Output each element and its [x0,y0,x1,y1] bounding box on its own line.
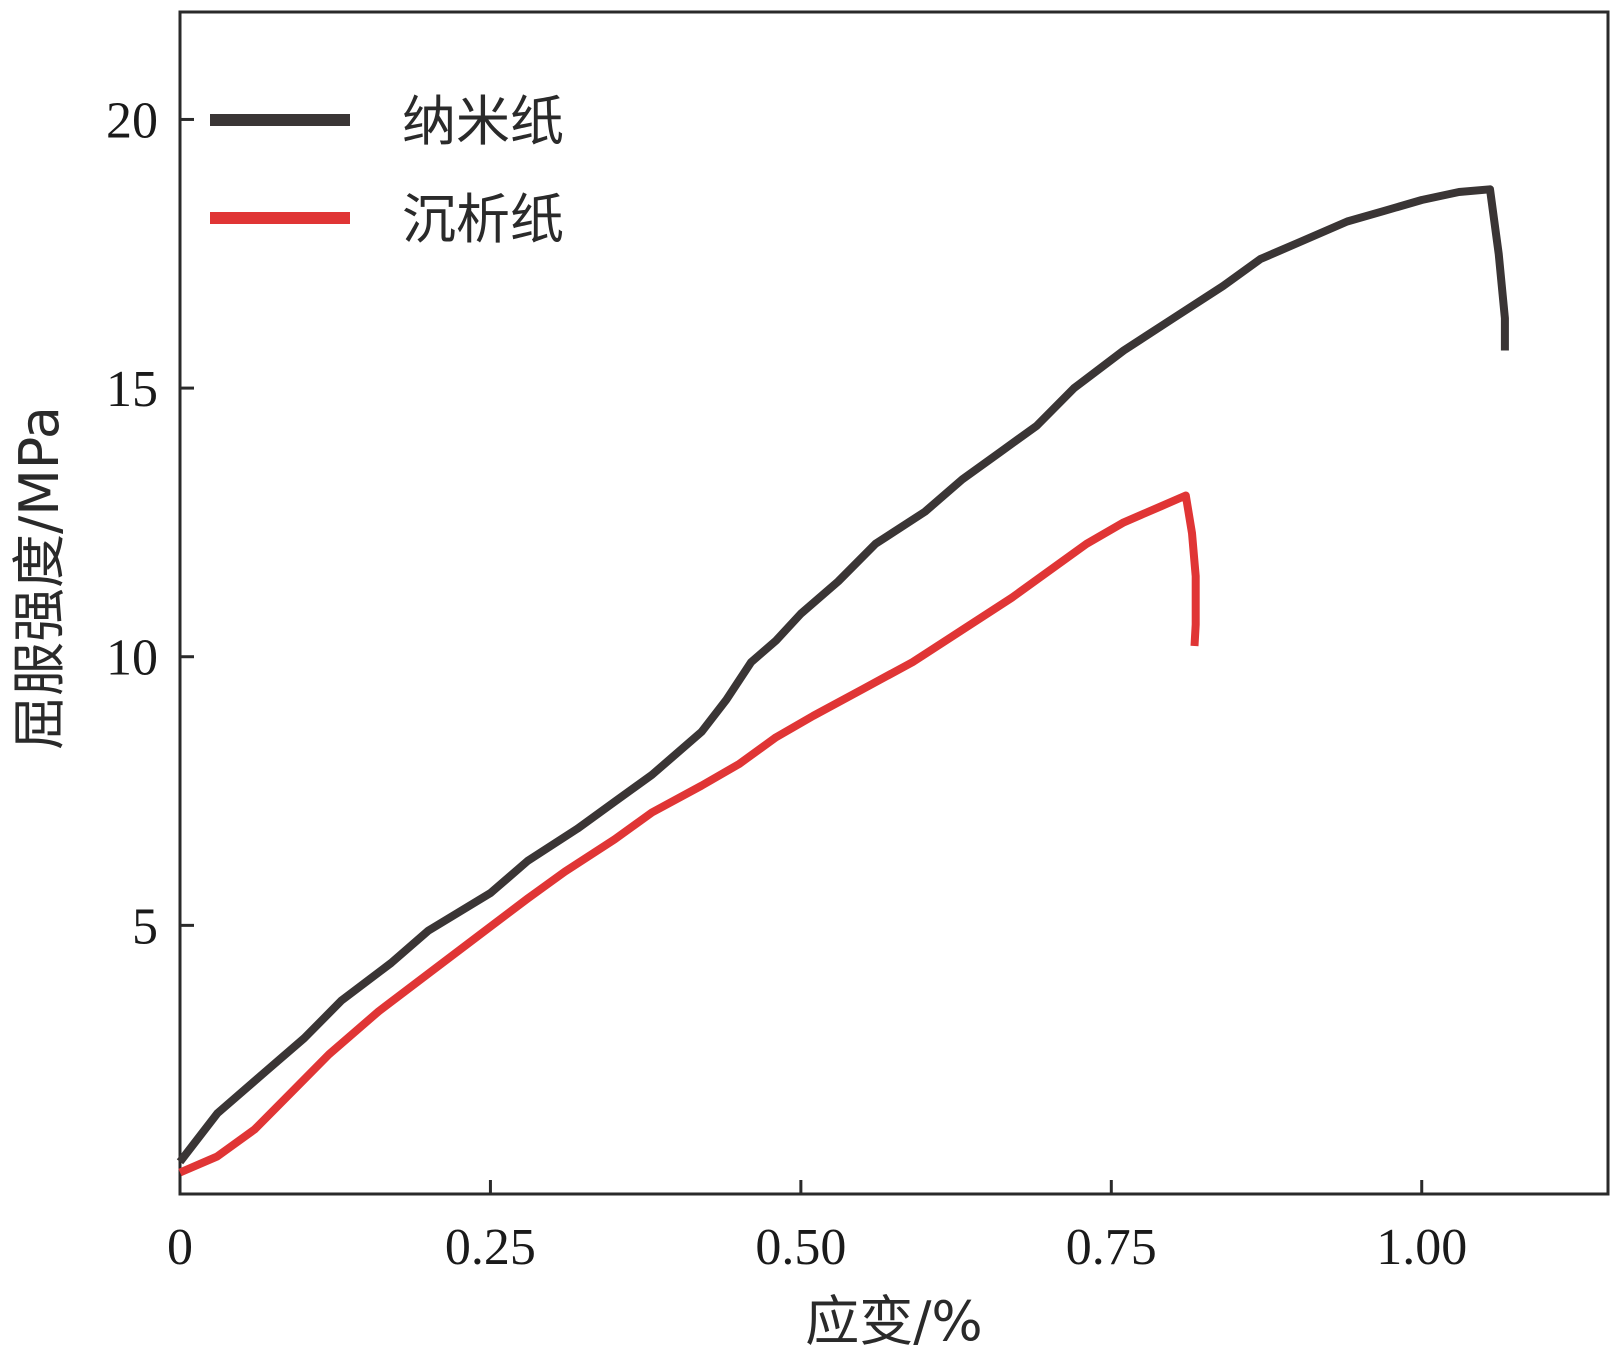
y-axis-ticks: 5 10 15 20 [106,92,194,955]
legend: 纳米纸 沉析纸 [210,90,564,251]
legend-label-nanopaper: 纳米纸 [402,90,564,153]
x-tick-label: 0.25 [445,1219,536,1276]
x-tick-label: 0 [167,1219,193,1276]
y-axis-title: 屈服强度/MPa [8,406,71,750]
series-line-precipitated-paper [178,491,1200,1177]
legend-label-precipitated-paper: 沉析纸 [402,188,564,251]
x-tick-label: 0.50 [755,1219,846,1276]
plot-frame [178,10,1610,1196]
series-lines [176,185,1509,1177]
y-tick-label: 5 [132,898,158,955]
series-line-nanopaper [176,185,1509,1165]
x-tick-label: 0.75 [1066,1219,1157,1276]
y-tick-label: 20 [106,92,158,149]
x-tick-label: 1.00 [1376,1219,1467,1276]
y-tick-label: 10 [106,630,158,687]
x-axis-ticks: 0 0.25 0.50 0.75 1.00 [167,1180,1467,1276]
x-axis-title: 应变/% [805,1290,983,1353]
y-tick-label: 15 [106,361,158,418]
